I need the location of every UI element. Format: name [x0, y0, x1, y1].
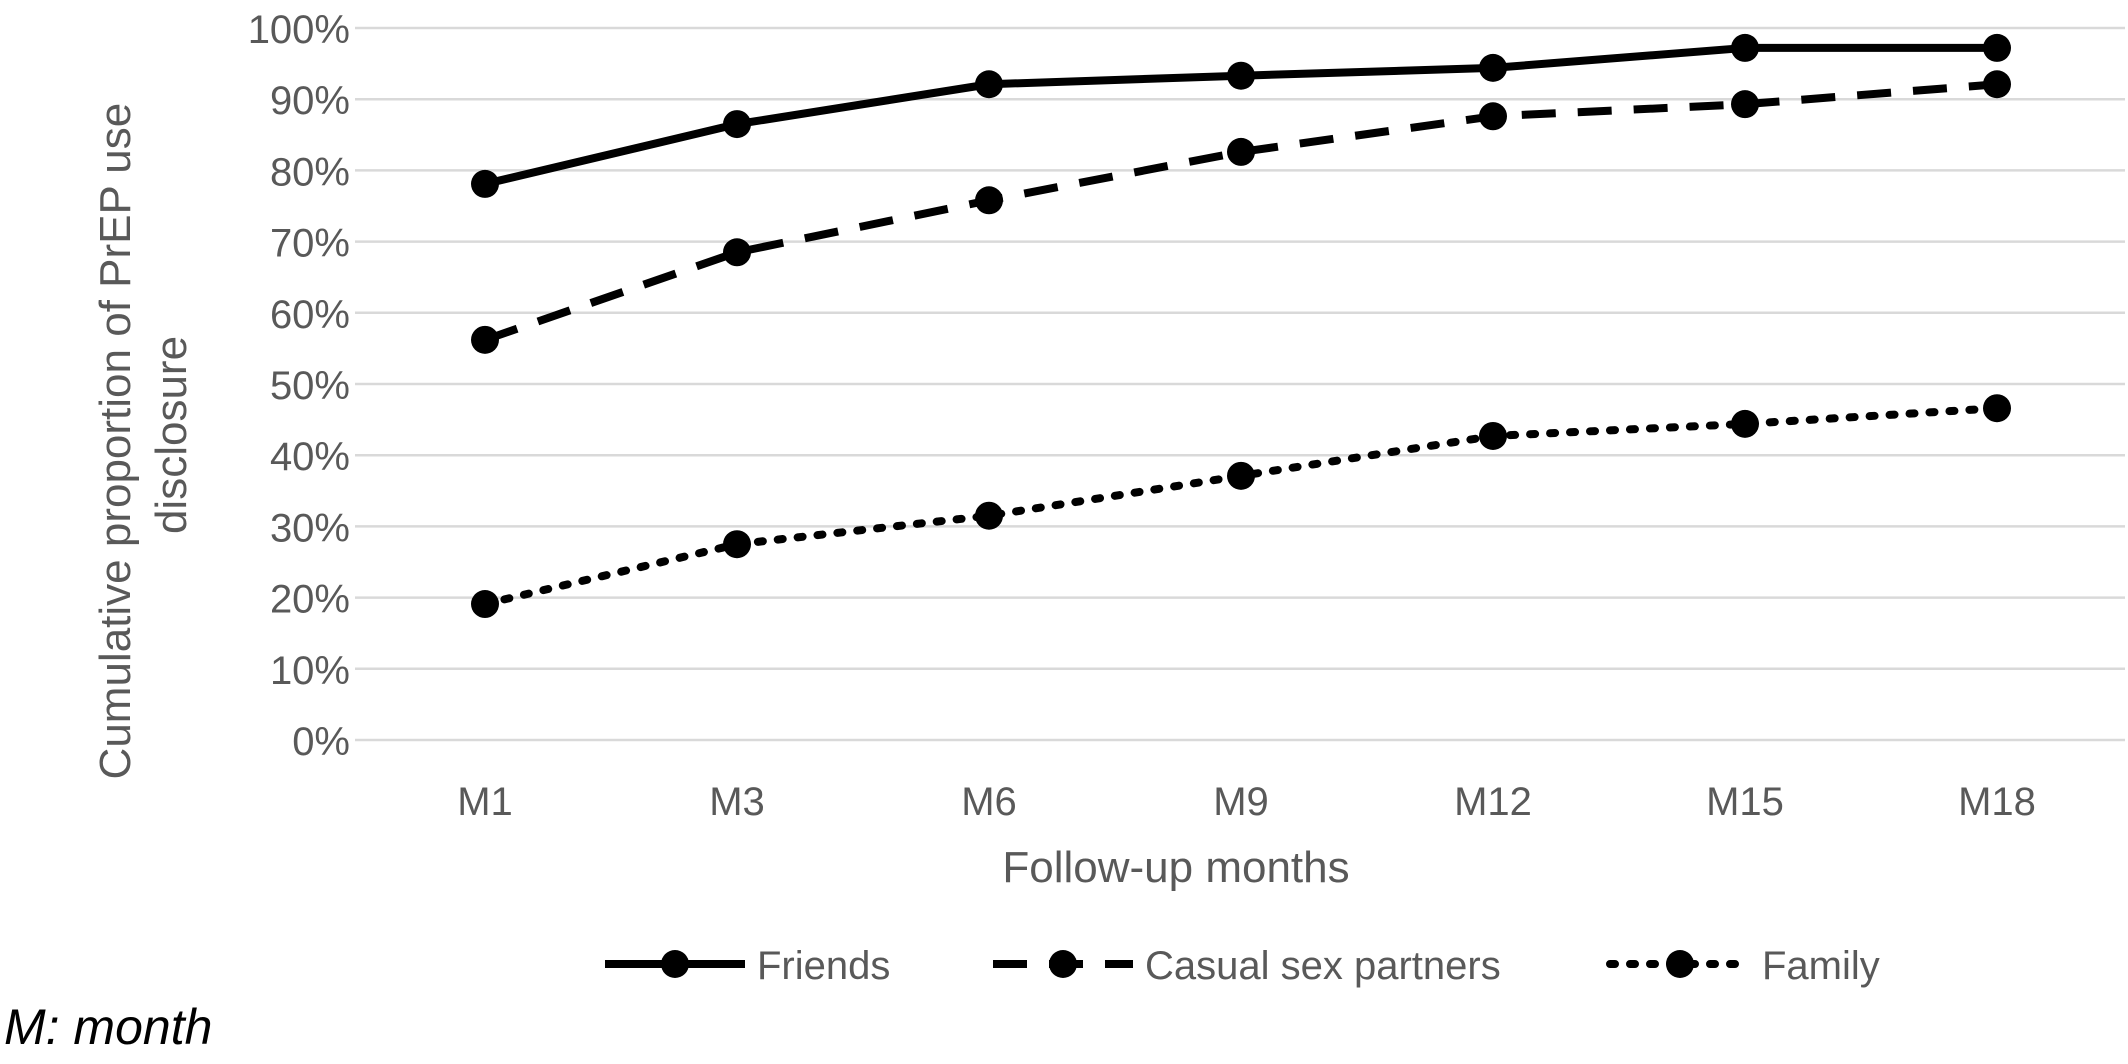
x-tick-label: M15	[1706, 780, 1784, 824]
data-point	[1731, 90, 1759, 119]
y-tick-labels: 0% 10% 20% 30% 40% 50% 60% 70% 80% 90% 100%	[248, 8, 350, 764]
data-point	[1227, 61, 1255, 90]
legend: Friends Casual sex partners Family	[605, 944, 1880, 988]
y-tick-label: 30%	[270, 506, 350, 550]
y-tick-label: 0%	[292, 720, 350, 764]
data-point	[723, 238, 751, 267]
series-line-casual-sex-partners	[483, 80, 1998, 344]
data-point	[1479, 53, 1507, 82]
y-tick-label: 10%	[270, 649, 350, 693]
y-tick-label: 50%	[270, 364, 350, 408]
data-point	[1227, 137, 1255, 166]
legend-swatch-marker	[1666, 950, 1694, 978]
y-axis-label-line-2: disclosure	[147, 336, 196, 534]
legend-label: Friends	[757, 944, 890, 988]
y-tick-label: 70%	[270, 222, 350, 266]
data-point	[471, 169, 499, 198]
data-point	[471, 325, 499, 354]
data-point	[1479, 421, 1507, 450]
legend-swatch-marker	[661, 950, 689, 978]
data-point	[1731, 409, 1759, 438]
legend-label: Family	[1762, 944, 1880, 988]
data-point	[1983, 394, 2011, 423]
data-point	[1479, 102, 1507, 131]
legend-swatch-marker	[1049, 950, 1077, 978]
data-point	[1983, 33, 2011, 62]
data-point	[1983, 70, 2011, 99]
x-tick-labels: M1 M3 M6 M9 M12 M15 M18	[457, 780, 2036, 824]
y-tick-label: 60%	[270, 293, 350, 337]
x-tick-label: M3	[709, 780, 765, 824]
y-axis-label: Cumulative proportion of PrEP use disclo…	[91, 91, 196, 780]
y-tick-label: 20%	[270, 578, 350, 622]
x-tick-label: M12	[1454, 780, 1532, 824]
data-point	[975, 70, 1003, 99]
data-point	[723, 530, 751, 559]
series-line-family	[481, 404, 2001, 609]
x-tick-label: M18	[1958, 780, 2036, 824]
x-tick-label: M1	[457, 780, 513, 824]
y-tick-label: 100%	[248, 8, 350, 52]
data-point	[1731, 33, 1759, 62]
x-axis-label: Follow-up months	[1002, 843, 1349, 892]
y-tick-label: 90%	[270, 79, 350, 123]
y-tick-label: 80%	[270, 150, 350, 194]
y-axis-label-line-1: Cumulative proportion of PrEP use	[91, 103, 140, 780]
data-point	[723, 110, 751, 139]
data-point	[975, 186, 1003, 215]
legend-label: Casual sex partners	[1145, 944, 1501, 988]
series-group	[471, 33, 2011, 619]
data-point	[471, 590, 499, 619]
x-tick-label: M6	[961, 780, 1017, 824]
x-tick-label: M9	[1213, 780, 1269, 824]
chart: 0% 10% 20% 30% 40% 50% 60% 70% 80% 90% 100% M1 M3 M6…	[91, 8, 2125, 988]
y-tick-label: 40%	[270, 435, 350, 479]
footnote: M: month	[4, 999, 213, 1055]
data-point	[1227, 461, 1255, 490]
gridlines	[355, 26, 2125, 742]
data-point	[975, 501, 1003, 530]
